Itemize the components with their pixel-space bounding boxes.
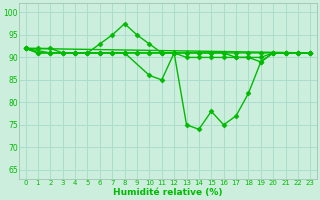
X-axis label: Humidité relative (%): Humidité relative (%) [113, 188, 223, 197]
